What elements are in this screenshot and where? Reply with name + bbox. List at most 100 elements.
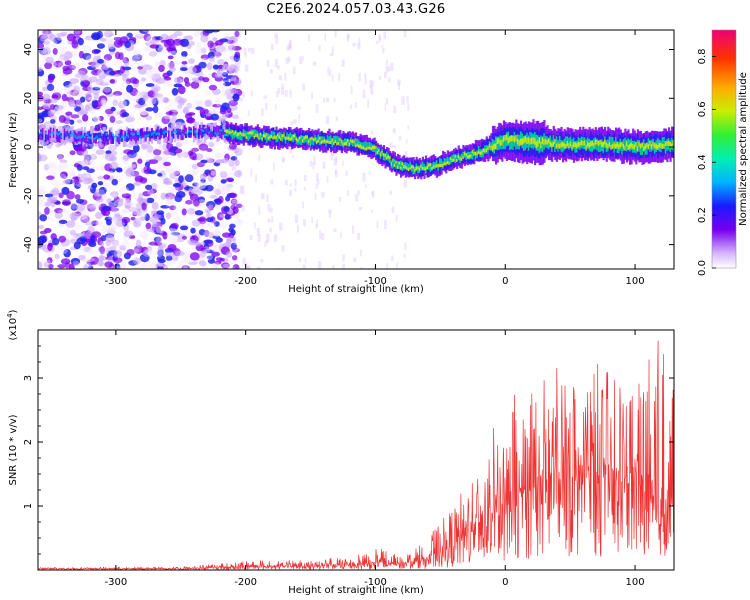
spectrogram-noise-cell <box>73 85 81 94</box>
spectrogram-signal-cell <box>448 161 451 165</box>
spectrogram-signal-cell <box>491 144 495 151</box>
spectrogram-signal-cell <box>227 129 230 133</box>
spectrogram-faint-cell <box>342 263 346 269</box>
spectrogram-signal-cell <box>245 131 249 139</box>
spectrogram-signal-cell <box>292 134 295 138</box>
spectrogram-signal-cell <box>276 133 280 137</box>
spectrogram-noise-cell <box>41 259 51 265</box>
spectrogram-noise-cell <box>160 217 166 225</box>
spectrogram-signal-cell <box>403 165 406 169</box>
spectrogram-signal-cell <box>613 142 616 148</box>
spectrogram-faint-cell <box>395 215 398 222</box>
spectrogram-signal-cell <box>82 135 85 138</box>
spectrogram-faint-cell <box>354 102 357 108</box>
spectrogram-noise-cell <box>202 43 209 48</box>
spectrogram-noise-cell <box>115 120 124 125</box>
spectrogram-signal-cell <box>462 155 465 159</box>
spectrogram-faint-cell <box>382 48 385 54</box>
spectrogram-signal-cell <box>512 135 515 142</box>
spectrogram-signal-cell <box>445 162 448 166</box>
spectrogram-faint-cell <box>266 60 270 67</box>
spectrogram-signal-cell <box>336 135 339 144</box>
spectrogram-noise-cell <box>205 254 214 261</box>
spectrogram-signal-cell <box>65 131 68 138</box>
spectrogram-signal-cell <box>336 142 339 146</box>
spectrogram-noise-cell <box>218 183 225 188</box>
spectrogram-noise-cell <box>206 148 213 153</box>
spectrogram-noise-cell <box>112 114 122 119</box>
spectrogram-signal-cell <box>303 136 306 140</box>
spectrogram-noise-cell <box>214 152 222 159</box>
spectrogram-noise-cell <box>156 145 166 151</box>
spectrogram-signal-cell <box>558 135 562 148</box>
spectrogram-signal-cell <box>379 153 382 157</box>
spectrogram-signal-cell <box>322 140 325 144</box>
spectrogram-signal-cell <box>652 141 655 147</box>
spectrogram-noise-cell <box>209 194 218 199</box>
spectrogram-noise-cell <box>215 237 223 243</box>
spectrogram-faint-cell <box>302 264 306 269</box>
spectrogram-faint-cell <box>345 170 348 176</box>
spectrogram-signal-cell <box>502 136 506 143</box>
spectrogram-signal-cell <box>627 138 630 150</box>
spectrogram-faint-cell <box>237 58 241 65</box>
spectrogram-noise-cell <box>68 83 76 89</box>
spectrogram-noise-cell <box>187 238 196 245</box>
spectrogram-noise-cell <box>129 95 136 101</box>
spectrogram-noise-cell <box>39 230 48 235</box>
spectrogram-signal-cell <box>248 132 252 140</box>
spectrogram-signal-cell <box>213 129 216 136</box>
spectrogram-noise-cell <box>221 102 230 111</box>
spectrogram-faint-cell <box>239 97 243 102</box>
spectrogram-signal-cell <box>133 133 136 136</box>
spectrogram-signal-cell <box>642 139 646 152</box>
spectrogram-noise-cell <box>107 145 118 151</box>
spectrogram-x-label: Height of straight line (km) <box>288 284 424 295</box>
spectrogram-signal-cell <box>222 129 225 136</box>
spectrogram-signal-cell <box>378 149 381 153</box>
spectrogram-noise-cell <box>102 209 111 217</box>
spectrogram-noise-cell <box>214 159 225 164</box>
spectrogram-noise-cell <box>131 265 142 269</box>
spectrogram-noise-cell <box>157 249 164 257</box>
spectrogram-noise-cell <box>184 200 193 205</box>
spectrogram-noise-cell <box>117 198 124 203</box>
spectrogram-noise-cell <box>235 221 242 228</box>
spectrogram-noise-cell <box>74 194 81 200</box>
spectrogram-x-tick-label: -100 <box>364 276 387 287</box>
spectrogram-faint-cell <box>275 91 279 98</box>
spectrogram-signal-cell <box>185 132 188 138</box>
spectrogram-noise-cell <box>192 182 199 187</box>
spectrogram-signal-cell <box>79 136 82 139</box>
spectrogram-faint-cell <box>298 114 301 123</box>
spectrogram-noise-cell <box>178 139 188 146</box>
spectrogram-noise-cell <box>139 30 149 34</box>
spectrogram-noise-cell <box>82 258 91 263</box>
spectrogram-signal-cell <box>440 164 443 168</box>
spectrogram-noise-cell <box>215 39 224 46</box>
spectrogram-signal-cell <box>180 129 183 132</box>
spectrogram-signal-cell <box>438 164 442 168</box>
spectrogram-signal-cell <box>354 144 358 148</box>
colorbar-tick-label: 0.2 <box>697 207 708 223</box>
spectrogram-noise-cell <box>121 208 129 214</box>
snr-x-tick-label: -100 <box>364 577 387 588</box>
spectrogram-noise-cell <box>97 123 105 128</box>
spectrogram-noise-cell <box>167 152 175 159</box>
spectrogram-noise-cell <box>133 257 141 265</box>
spectrogram-noise-cell <box>70 169 76 177</box>
spectrogram-signal-cell <box>526 137 529 144</box>
spectrogram-noise-cell <box>169 44 176 51</box>
spectrogram-faint-cell <box>316 219 318 228</box>
spectrogram-faint-cell <box>294 214 299 224</box>
spectrogram-noise-cell <box>126 84 134 93</box>
spectrogram-signal-cell <box>85 133 88 144</box>
spectrogram-noise-cell <box>141 202 147 211</box>
spectrogram-signal-cell <box>443 162 446 166</box>
spectrogram-noise-cell <box>69 212 79 221</box>
spectrogram-noise-cell <box>77 110 88 116</box>
spectrogram-noise-cell <box>140 111 149 116</box>
spectrogram-signal-cell <box>269 135 272 139</box>
spectrogram-noise-cell <box>38 196 44 203</box>
